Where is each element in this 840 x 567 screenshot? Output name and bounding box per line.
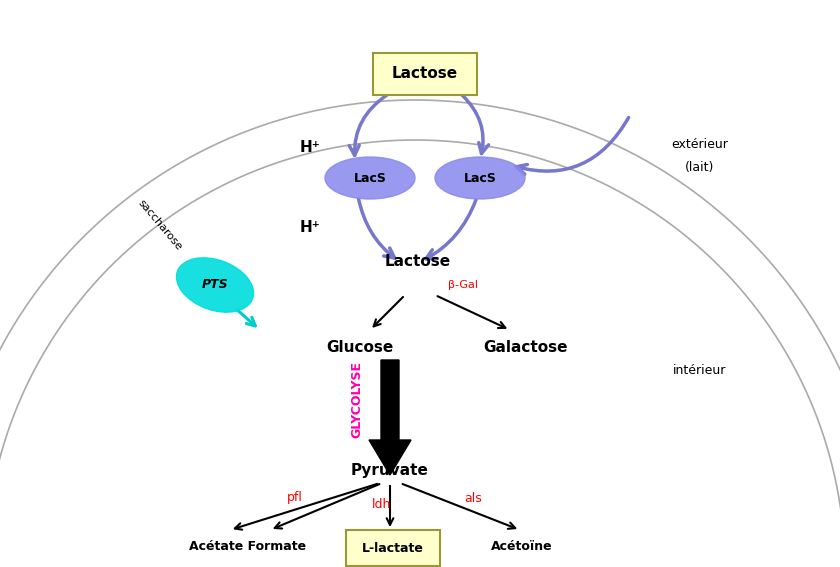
Text: Lactose: Lactose [392, 66, 458, 82]
Ellipse shape [435, 157, 525, 199]
Text: extérieur: extérieur [671, 138, 728, 151]
Text: H⁺: H⁺ [300, 221, 320, 235]
Text: Lactose: Lactose [385, 255, 451, 269]
Text: LacS: LacS [464, 171, 496, 184]
Text: Glucose: Glucose [327, 340, 394, 354]
Text: LacS: LacS [354, 171, 386, 184]
Polygon shape [369, 360, 411, 475]
Ellipse shape [176, 258, 254, 312]
Text: pfl: pfl [287, 492, 303, 505]
Text: intérieur: intérieur [674, 363, 727, 376]
Text: PTS: PTS [202, 278, 228, 291]
FancyBboxPatch shape [346, 530, 440, 566]
Text: H⁺: H⁺ [300, 141, 320, 155]
Text: als: als [465, 492, 482, 505]
Text: Acétoïne: Acétoïne [491, 540, 553, 553]
FancyBboxPatch shape [373, 53, 477, 95]
Text: GLYCOLYSE: GLYCOLYSE [350, 362, 364, 438]
Text: Acétate Formate: Acétate Formate [190, 540, 307, 553]
Text: Pyruvate: Pyruvate [351, 463, 429, 477]
Text: β-Gal: β-Gal [448, 280, 478, 290]
Text: (lait): (lait) [685, 162, 715, 175]
Text: Galactose: Galactose [483, 340, 567, 354]
Text: L-lactate: L-lactate [362, 541, 424, 555]
Ellipse shape [325, 157, 415, 199]
Text: saccharose: saccharose [136, 198, 184, 252]
Text: ldh: ldh [372, 498, 391, 511]
